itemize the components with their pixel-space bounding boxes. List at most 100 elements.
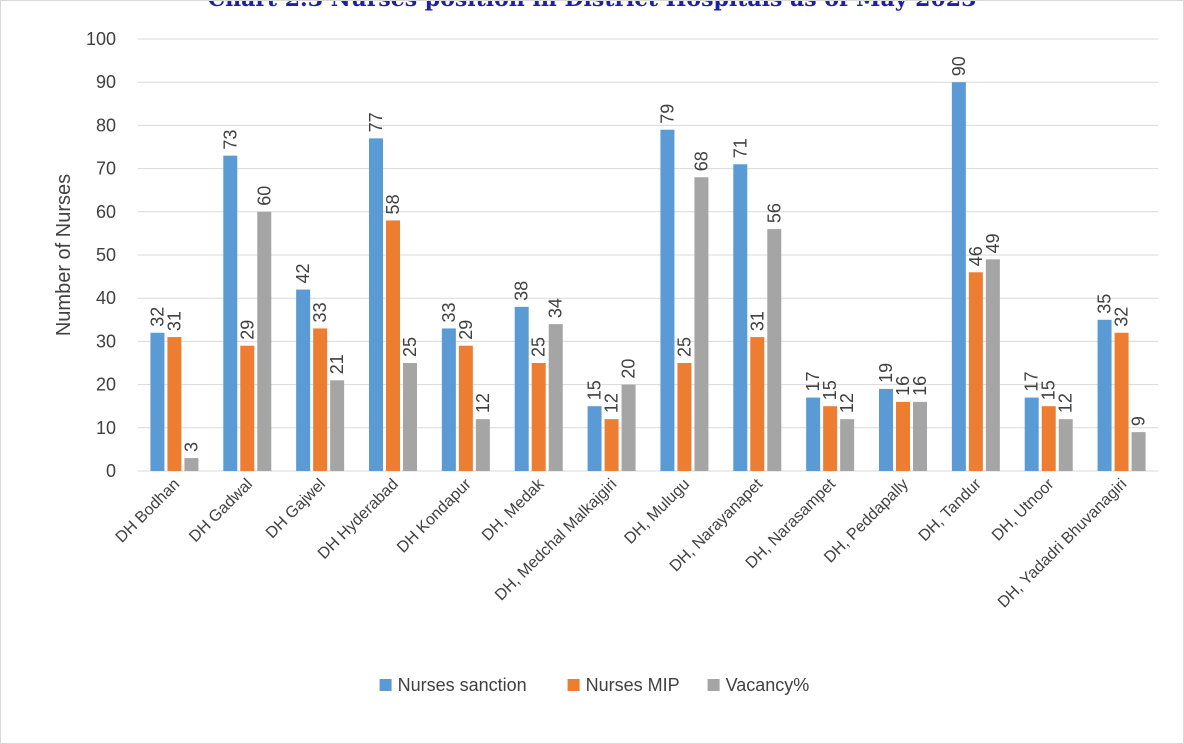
bar-vacancy (1131, 432, 1146, 471)
category-label: DH, Utnoor (989, 475, 1058, 544)
y-tick-label: 60 (96, 202, 116, 222)
category-label: DH, Yadadri Bhuvanagiri (995, 476, 1130, 611)
bar-vacancy (985, 259, 1000, 471)
bar-nurses-sanction (296, 289, 311, 471)
bar-vacancy (1058, 419, 1073, 471)
bar-nurses-sanction (879, 388, 893, 471)
data-label: 17 (803, 372, 823, 392)
data-label: 29 (237, 320, 257, 340)
bar-nurses-mip (1114, 332, 1129, 471)
bar-nurses-mip (167, 337, 182, 471)
y-tick-label: 30 (96, 331, 116, 351)
bar-nurses-sanction (369, 138, 383, 472)
data-label: 20 (619, 359, 639, 379)
bar-nurses-sanction (806, 397, 821, 471)
bar-nurses-mip (531, 363, 546, 471)
gridlines (138, 38, 1158, 472)
data-label: 9 (1129, 416, 1149, 426)
data-label: 71 (730, 138, 750, 158)
legend-swatch-nurses-sanction (379, 679, 392, 691)
data-label: 38 (512, 281, 532, 301)
bar-nurses-mip (750, 337, 765, 471)
data-label: 60 (254, 186, 274, 206)
bar-nurses-mip (386, 220, 400, 471)
data-label: 90 (949, 56, 969, 76)
data-label: 33 (439, 302, 459, 322)
data-label: 25 (529, 337, 549, 357)
data-label: 3 (181, 442, 201, 452)
data-label: 79 (657, 104, 677, 124)
data-label: 12 (1056, 393, 1076, 413)
bar-nurses-sanction (514, 306, 529, 471)
data-label: 77 (366, 112, 386, 132)
category-label: DH, Medak (479, 475, 548, 544)
data-label: 33 (310, 302, 330, 322)
category-label: DH, Tandur (916, 475, 986, 545)
data-label: 31 (747, 311, 767, 331)
bar-nurses-sanction (733, 164, 748, 471)
data-label: 15 (1039, 380, 1059, 400)
bar-nurses-sanction (223, 155, 238, 471)
chart-title: Chart 2.3 Nurses position in District Ho… (208, 0, 977, 12)
data-label: 42 (293, 264, 313, 284)
bar-nurses-mip (823, 406, 838, 471)
data-label: 19 (876, 363, 896, 383)
bars (150, 82, 1146, 472)
data-label: 35 (1095, 294, 1115, 314)
data-label: 12 (837, 393, 857, 413)
bar-vacancy (403, 363, 417, 471)
legend: Nurses sanction Nurses MIP Vacancy% (379, 675, 810, 695)
data-label: 46 (966, 246, 986, 266)
bar-nurses-sanction (150, 332, 165, 471)
y-axis-ticks: 0 10 20 30 40 50 60 70 80 90 100 (86, 29, 116, 481)
legend-entry: Nurses MIP (586, 675, 680, 695)
data-label: 29 (456, 320, 476, 340)
bar-vacancy (767, 229, 782, 471)
data-label: 32 (1112, 307, 1132, 327)
y-axis-label: Number of Nurses (53, 174, 75, 336)
bar-nurses-sanction (587, 406, 602, 471)
data-label: 49 (983, 233, 1003, 253)
bar-vacancy (330, 380, 345, 471)
data-label: 56 (764, 203, 784, 223)
data-label: 25 (400, 337, 420, 357)
data-labels: 3231373296042332177582533291238253415122… (147, 56, 1148, 452)
y-tick-label: 80 (96, 115, 116, 135)
bar-nurses-mip (313, 328, 328, 471)
category-label: DH Gadwal (186, 476, 256, 546)
y-tick-label: 70 (96, 159, 116, 179)
bar-nurses-sanction (1097, 319, 1112, 471)
bar-nurses-sanction (660, 129, 675, 471)
y-tick-label: 100 (86, 29, 116, 49)
bar-vacancy (621, 384, 636, 471)
y-tick-label: 10 (96, 418, 116, 438)
y-tick-label: 50 (96, 245, 116, 265)
data-label: 16 (893, 376, 913, 396)
legend-entry: Vacancy% (726, 675, 810, 695)
bar-vacancy (913, 401, 927, 471)
bar-vacancy (548, 324, 563, 471)
data-label: 58 (383, 194, 403, 214)
y-tick-label: 20 (96, 375, 116, 395)
legend-entry: Nurses sanction (398, 675, 527, 695)
data-label: 15 (585, 380, 605, 400)
data-label: 21 (327, 354, 347, 374)
bar-nurses-mip (677, 363, 692, 471)
bar-vacancy (475, 419, 490, 471)
bar-nurses-mip (604, 419, 619, 471)
data-label: 16 (910, 376, 930, 396)
category-label: DH, Mulugu (621, 476, 693, 548)
bar-nurses-mip (240, 345, 255, 471)
data-label: 34 (546, 298, 566, 318)
data-label: 15 (820, 380, 840, 400)
data-label: 25 (674, 337, 694, 357)
category-label: DH, Medchal Malkajgiri (492, 476, 620, 604)
data-label: 73 (220, 130, 240, 150)
data-label: 32 (147, 307, 167, 327)
category-label: DH Hyderabad (315, 476, 402, 563)
bar-vacancy (694, 177, 709, 472)
category-label: DH Gajwel (263, 476, 329, 542)
bar-vacancy (840, 419, 855, 471)
